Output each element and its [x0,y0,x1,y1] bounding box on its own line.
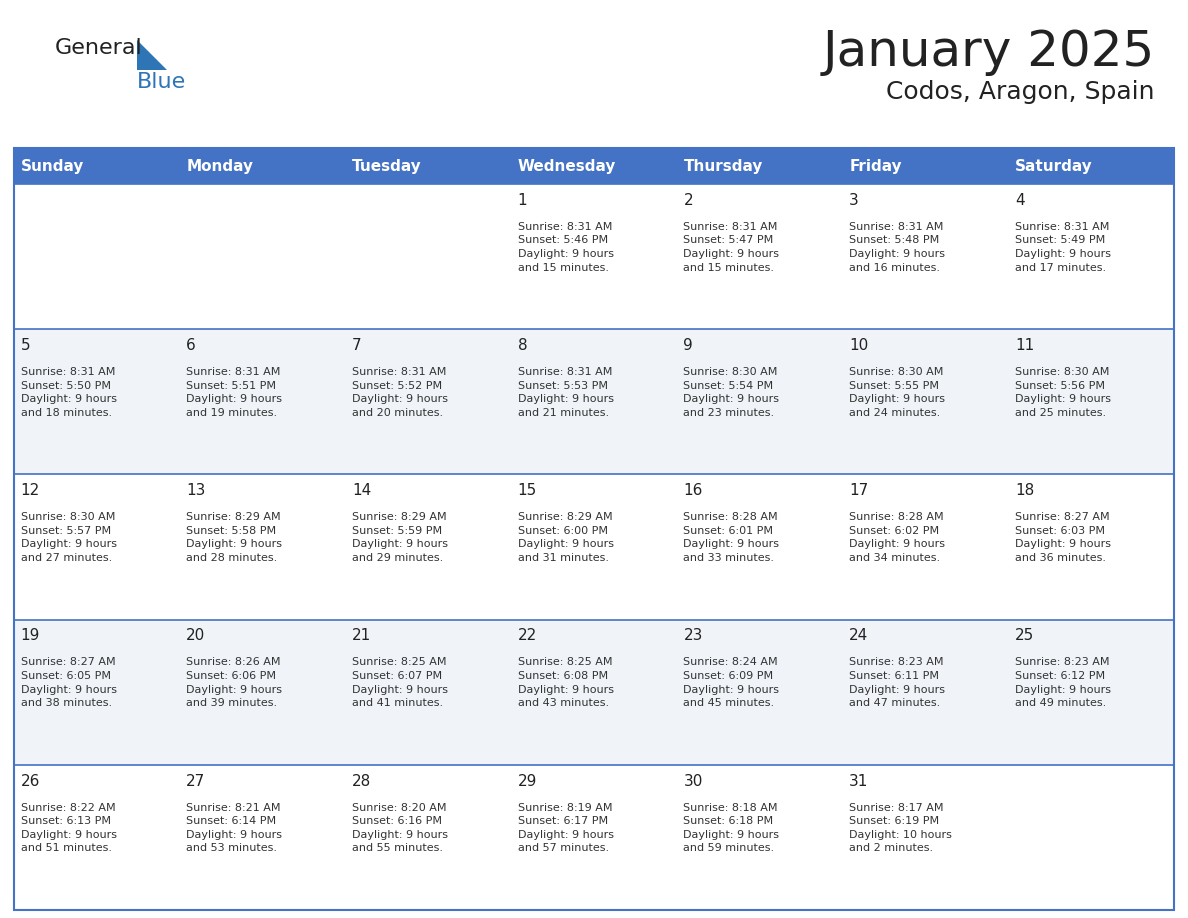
Text: 19: 19 [20,628,40,644]
Text: Monday: Monday [187,159,253,174]
Text: 17: 17 [849,483,868,498]
Text: Sunrise: 8:31 AM
Sunset: 5:51 PM
Daylight: 9 hours
and 19 minutes.: Sunrise: 8:31 AM Sunset: 5:51 PM Dayligh… [187,367,283,418]
Text: 10: 10 [849,338,868,353]
Bar [14,148,1174,910]
Text: 5: 5 [20,338,30,353]
Text: 6: 6 [187,338,196,353]
Text: Sunrise: 8:29 AM
Sunset: 6:00 PM
Daylight: 9 hours
and 31 minutes.: Sunrise: 8:29 AM Sunset: 6:00 PM Dayligh… [518,512,614,563]
Bar [14,765,1174,910]
Text: Saturday: Saturday [1015,159,1093,174]
Text: 2: 2 [683,193,693,207]
Text: Sunrise: 8:31 AM
Sunset: 5:49 PM
Daylight: 9 hours
and 17 minutes.: Sunrise: 8:31 AM Sunset: 5:49 PM Dayligh… [1015,222,1111,273]
Text: Sunrise: 8:31 AM
Sunset: 5:53 PM
Daylight: 9 hours
and 21 minutes.: Sunrise: 8:31 AM Sunset: 5:53 PM Dayligh… [518,367,614,418]
Text: Sunrise: 8:21 AM
Sunset: 6:14 PM
Daylight: 9 hours
and 53 minutes.: Sunrise: 8:21 AM Sunset: 6:14 PM Dayligh… [187,802,283,854]
Text: 20: 20 [187,628,206,644]
Text: Friday: Friday [849,159,902,174]
Text: 11: 11 [1015,338,1035,353]
Text: Sunrise: 8:30 AM
Sunset: 5:56 PM
Daylight: 9 hours
and 25 minutes.: Sunrise: 8:30 AM Sunset: 5:56 PM Dayligh… [1015,367,1111,418]
Polygon shape [137,40,168,70]
Text: Codos, Aragon, Spain: Codos, Aragon, Spain [886,80,1155,104]
Text: Sunrise: 8:31 AM
Sunset: 5:47 PM
Daylight: 9 hours
and 15 minutes.: Sunrise: 8:31 AM Sunset: 5:47 PM Dayligh… [683,222,779,273]
Text: 25: 25 [1015,628,1035,644]
Text: Sunrise: 8:19 AM
Sunset: 6:17 PM
Daylight: 9 hours
and 57 minutes.: Sunrise: 8:19 AM Sunset: 6:17 PM Dayligh… [518,802,614,854]
Text: 31: 31 [849,774,868,789]
Text: Sunrise: 8:29 AM
Sunset: 5:58 PM
Daylight: 9 hours
and 28 minutes.: Sunrise: 8:29 AM Sunset: 5:58 PM Dayligh… [187,512,283,563]
Text: Sunrise: 8:17 AM
Sunset: 6:19 PM
Daylight: 10 hours
and 2 minutes.: Sunrise: 8:17 AM Sunset: 6:19 PM Dayligh… [849,802,952,854]
Text: January 2025: January 2025 [823,28,1155,76]
Bar [14,330,1174,475]
Text: 12: 12 [20,483,40,498]
Bar [14,148,1174,184]
Text: Sunrise: 8:25 AM
Sunset: 6:08 PM
Daylight: 9 hours
and 43 minutes.: Sunrise: 8:25 AM Sunset: 6:08 PM Dayligh… [518,657,614,708]
Text: Sunrise: 8:18 AM
Sunset: 6:18 PM
Daylight: 9 hours
and 59 minutes.: Sunrise: 8:18 AM Sunset: 6:18 PM Dayligh… [683,802,779,854]
Text: Sunrise: 8:29 AM
Sunset: 5:59 PM
Daylight: 9 hours
and 29 minutes.: Sunrise: 8:29 AM Sunset: 5:59 PM Dayligh… [352,512,448,563]
Text: 18: 18 [1015,483,1035,498]
Text: 4: 4 [1015,193,1024,207]
Text: Thursday: Thursday [683,159,763,174]
Text: 9: 9 [683,338,694,353]
Text: Sunrise: 8:25 AM
Sunset: 6:07 PM
Daylight: 9 hours
and 41 minutes.: Sunrise: 8:25 AM Sunset: 6:07 PM Dayligh… [352,657,448,708]
Text: 7: 7 [352,338,361,353]
Text: Sunday: Sunday [20,159,84,174]
Text: Sunrise: 8:24 AM
Sunset: 6:09 PM
Daylight: 9 hours
and 45 minutes.: Sunrise: 8:24 AM Sunset: 6:09 PM Dayligh… [683,657,779,708]
Bar [14,184,1174,330]
Bar [14,620,1174,765]
Text: Sunrise: 8:23 AM
Sunset: 6:12 PM
Daylight: 9 hours
and 49 minutes.: Sunrise: 8:23 AM Sunset: 6:12 PM Dayligh… [1015,657,1111,708]
Text: Sunrise: 8:30 AM
Sunset: 5:57 PM
Daylight: 9 hours
and 27 minutes.: Sunrise: 8:30 AM Sunset: 5:57 PM Dayligh… [20,512,116,563]
Text: Blue: Blue [137,72,187,92]
Text: 14: 14 [352,483,372,498]
Text: 23: 23 [683,628,703,644]
Text: 16: 16 [683,483,703,498]
Text: 13: 13 [187,483,206,498]
Text: Sunrise: 8:31 AM
Sunset: 5:50 PM
Daylight: 9 hours
and 18 minutes.: Sunrise: 8:31 AM Sunset: 5:50 PM Dayligh… [20,367,116,418]
Text: Sunrise: 8:27 AM
Sunset: 6:05 PM
Daylight: 9 hours
and 38 minutes.: Sunrise: 8:27 AM Sunset: 6:05 PM Dayligh… [20,657,116,708]
Text: 22: 22 [518,628,537,644]
Text: 30: 30 [683,774,703,789]
Text: Sunrise: 8:31 AM
Sunset: 5:52 PM
Daylight: 9 hours
and 20 minutes.: Sunrise: 8:31 AM Sunset: 5:52 PM Dayligh… [352,367,448,418]
Text: Sunrise: 8:30 AM
Sunset: 5:55 PM
Daylight: 9 hours
and 24 minutes.: Sunrise: 8:30 AM Sunset: 5:55 PM Dayligh… [849,367,946,418]
Text: 3: 3 [849,193,859,207]
Text: Sunrise: 8:30 AM
Sunset: 5:54 PM
Daylight: 9 hours
and 23 minutes.: Sunrise: 8:30 AM Sunset: 5:54 PM Dayligh… [683,367,779,418]
Text: 24: 24 [849,628,868,644]
Text: Sunrise: 8:23 AM
Sunset: 6:11 PM
Daylight: 9 hours
and 47 minutes.: Sunrise: 8:23 AM Sunset: 6:11 PM Dayligh… [849,657,946,708]
Text: 28: 28 [352,774,372,789]
Text: Sunrise: 8:22 AM
Sunset: 6:13 PM
Daylight: 9 hours
and 51 minutes.: Sunrise: 8:22 AM Sunset: 6:13 PM Dayligh… [20,802,116,854]
Text: Sunrise: 8:28 AM
Sunset: 6:02 PM
Daylight: 9 hours
and 34 minutes.: Sunrise: 8:28 AM Sunset: 6:02 PM Dayligh… [849,512,946,563]
Text: Sunrise: 8:20 AM
Sunset: 6:16 PM
Daylight: 9 hours
and 55 minutes.: Sunrise: 8:20 AM Sunset: 6:16 PM Dayligh… [352,802,448,854]
Text: Tuesday: Tuesday [352,159,422,174]
Text: General: General [55,38,143,58]
Text: 21: 21 [352,628,372,644]
Text: Wednesday: Wednesday [518,159,617,174]
Text: Sunrise: 8:28 AM
Sunset: 6:01 PM
Daylight: 9 hours
and 33 minutes.: Sunrise: 8:28 AM Sunset: 6:01 PM Dayligh… [683,512,779,563]
Text: 26: 26 [20,774,40,789]
Text: 1: 1 [518,193,527,207]
Bar [14,475,1174,620]
Text: Sunrise: 8:31 AM
Sunset: 5:46 PM
Daylight: 9 hours
and 15 minutes.: Sunrise: 8:31 AM Sunset: 5:46 PM Dayligh… [518,222,614,273]
Text: 27: 27 [187,774,206,789]
Text: 8: 8 [518,338,527,353]
Text: Sunrise: 8:31 AM
Sunset: 5:48 PM
Daylight: 9 hours
and 16 minutes.: Sunrise: 8:31 AM Sunset: 5:48 PM Dayligh… [849,222,946,273]
Text: Sunrise: 8:26 AM
Sunset: 6:06 PM
Daylight: 9 hours
and 39 minutes.: Sunrise: 8:26 AM Sunset: 6:06 PM Dayligh… [187,657,283,708]
Text: 29: 29 [518,774,537,789]
Text: 15: 15 [518,483,537,498]
Text: Sunrise: 8:27 AM
Sunset: 6:03 PM
Daylight: 9 hours
and 36 minutes.: Sunrise: 8:27 AM Sunset: 6:03 PM Dayligh… [1015,512,1111,563]
